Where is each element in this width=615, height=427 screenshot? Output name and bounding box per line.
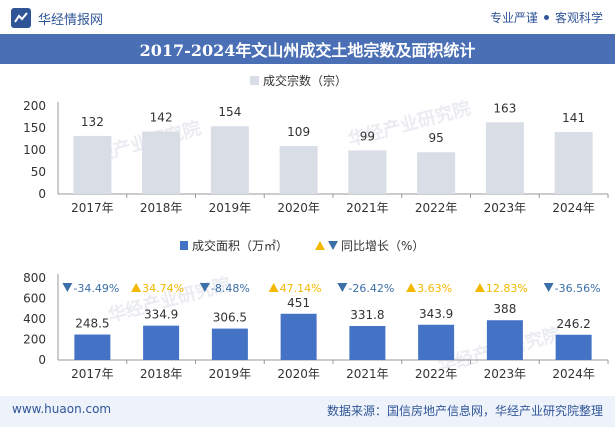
legend-down-triangle-icon <box>328 241 338 250</box>
area-bar <box>555 334 592 360</box>
tagline-right: 客观科学 <box>554 11 603 25</box>
x-tick-label: 2017年 <box>71 367 114 381</box>
growth-down-triangle-icon <box>337 283 348 292</box>
legend-label-count: 成交宗数（宗） <box>263 73 347 88</box>
land-count-legend: 成交宗数（宗） <box>250 73 347 88</box>
x-tick-label: 2022年 <box>415 367 458 381</box>
growth-label: -26.42% <box>348 282 394 295</box>
brand-logo-icon <box>11 8 31 28</box>
y-tick-label: 400 <box>23 312 46 326</box>
area-bar <box>349 325 386 360</box>
y-tick-label: 800 <box>23 271 46 285</box>
x-tick-label: 2023年 <box>484 367 527 381</box>
count-bar <box>73 135 112 194</box>
growth-label: 47.14% <box>280 282 322 295</box>
area-chart-legend: 成交面积（万㎡） 同比增长（%） <box>180 238 424 253</box>
x-tick-label: 2019年 <box>209 201 252 215</box>
growth-up-triangle-icon <box>406 283 417 292</box>
count-bar <box>210 126 249 194</box>
brand[interactable]: 华经情报网 <box>10 7 103 29</box>
area-bar <box>486 320 523 360</box>
count-data-label: 163 <box>493 101 516 115</box>
legend-label-growth: 同比增长（%） <box>341 239 424 253</box>
x-tick-label: 2018年 <box>140 201 183 215</box>
count-data-label: 132 <box>81 115 104 129</box>
x-tick-label: 2024年 <box>552 367 595 381</box>
count-data-label: 154 <box>218 105 241 119</box>
growth-up-triangle-icon <box>268 283 279 292</box>
legend-swatch-count <box>250 76 259 85</box>
x-tick-label: 2020年 <box>277 367 320 381</box>
tagline-dot-icon <box>543 15 549 20</box>
area-data-label: 248.5 <box>75 317 109 331</box>
area-data-label: 388 <box>493 302 516 316</box>
x-tick-label: 2021年 <box>346 367 389 381</box>
growth-up-triangle-icon <box>474 283 485 292</box>
count-bar <box>279 146 318 194</box>
growth-label: 34.74% <box>142 282 184 295</box>
growth-label: -34.49% <box>73 282 119 295</box>
count-bar <box>417 152 456 194</box>
area-bar <box>143 325 180 360</box>
count-bar <box>554 131 593 194</box>
y-tick-label: 0 <box>38 187 46 201</box>
count-data-label: 95 <box>428 131 443 145</box>
growth-down-triangle-icon <box>199 283 210 292</box>
x-tick-label: 2019年 <box>209 367 252 381</box>
area-bar <box>211 328 248 360</box>
y-tick-label: 600 <box>23 292 46 306</box>
chart-title: 2017-2024年文山州成交土地宗数及面积统计 <box>0 34 615 64</box>
count-bar <box>485 122 524 194</box>
x-tick-label: 2017年 <box>71 201 114 215</box>
area-data-label: 246.2 <box>556 317 590 331</box>
x-tick-label: 2021年 <box>346 201 389 215</box>
count-bar <box>142 131 181 194</box>
area-data-label: 306.5 <box>213 311 247 325</box>
y-tick-label: 0 <box>38 353 46 367</box>
x-tick-label: 2023年 <box>484 201 527 215</box>
count-bar <box>348 150 387 194</box>
area-data-label: 451 <box>287 296 310 310</box>
x-tick-label: 2018年 <box>140 367 183 381</box>
area-data-label: 334.9 <box>144 308 178 322</box>
count-data-label: 141 <box>562 111 585 125</box>
legend-swatch-area <box>180 241 188 250</box>
growth-label: 3.63% <box>417 282 452 295</box>
y-tick-label: 50 <box>31 165 46 179</box>
y-tick-label: 200 <box>23 99 46 113</box>
count-data-label: 99 <box>360 129 375 143</box>
area-bar <box>74 334 111 360</box>
tagline-left: 专业严谨 <box>489 11 538 25</box>
growth-label: -8.48% <box>211 282 250 295</box>
growth-up-triangle-icon <box>131 283 142 292</box>
top-bar: 华经情报网 专业严谨 客观科学 <box>0 0 615 34</box>
count-data-label: 109 <box>287 125 310 139</box>
area-bar <box>280 313 317 360</box>
y-tick-label: 150 <box>23 121 46 135</box>
growth-down-triangle-icon <box>62 283 73 292</box>
legend-up-triangle-icon <box>315 241 325 250</box>
x-tick-label: 2020年 <box>277 201 320 215</box>
x-tick-label: 2022年 <box>415 201 458 215</box>
tagline: 专业严谨 客观科学 <box>490 9 603 26</box>
growth-label: 12.83% <box>486 282 528 295</box>
legend-label-area: 成交面积（万㎡） <box>192 238 288 253</box>
area-data-label: 331.8 <box>350 308 384 322</box>
area-data-label: 343.9 <box>419 307 453 321</box>
footer-source: 数据来源：国信房地产信息网，华经产业研究院整理 <box>326 404 603 418</box>
area-bar <box>418 324 455 360</box>
y-tick-label: 200 <box>23 333 46 347</box>
count-data-label: 142 <box>150 111 173 125</box>
x-tick-label: 2024年 <box>552 201 595 215</box>
growth-label: -36.56% <box>555 282 601 295</box>
land-area-chart: 成交面积（万㎡） 同比增长（%） 华经产业研究院 华经产业研究院 0200400… <box>23 238 609 381</box>
brand-name: 华经情报网 <box>38 12 104 28</box>
footer: www.huaon.com 数据来源：国信房地产信息网，华经产业研究院整理 <box>0 396 615 427</box>
footer-website-link[interactable]: www.huaon.com <box>12 402 112 416</box>
growth-down-triangle-icon <box>543 283 554 292</box>
y-tick-label: 100 <box>23 143 46 157</box>
